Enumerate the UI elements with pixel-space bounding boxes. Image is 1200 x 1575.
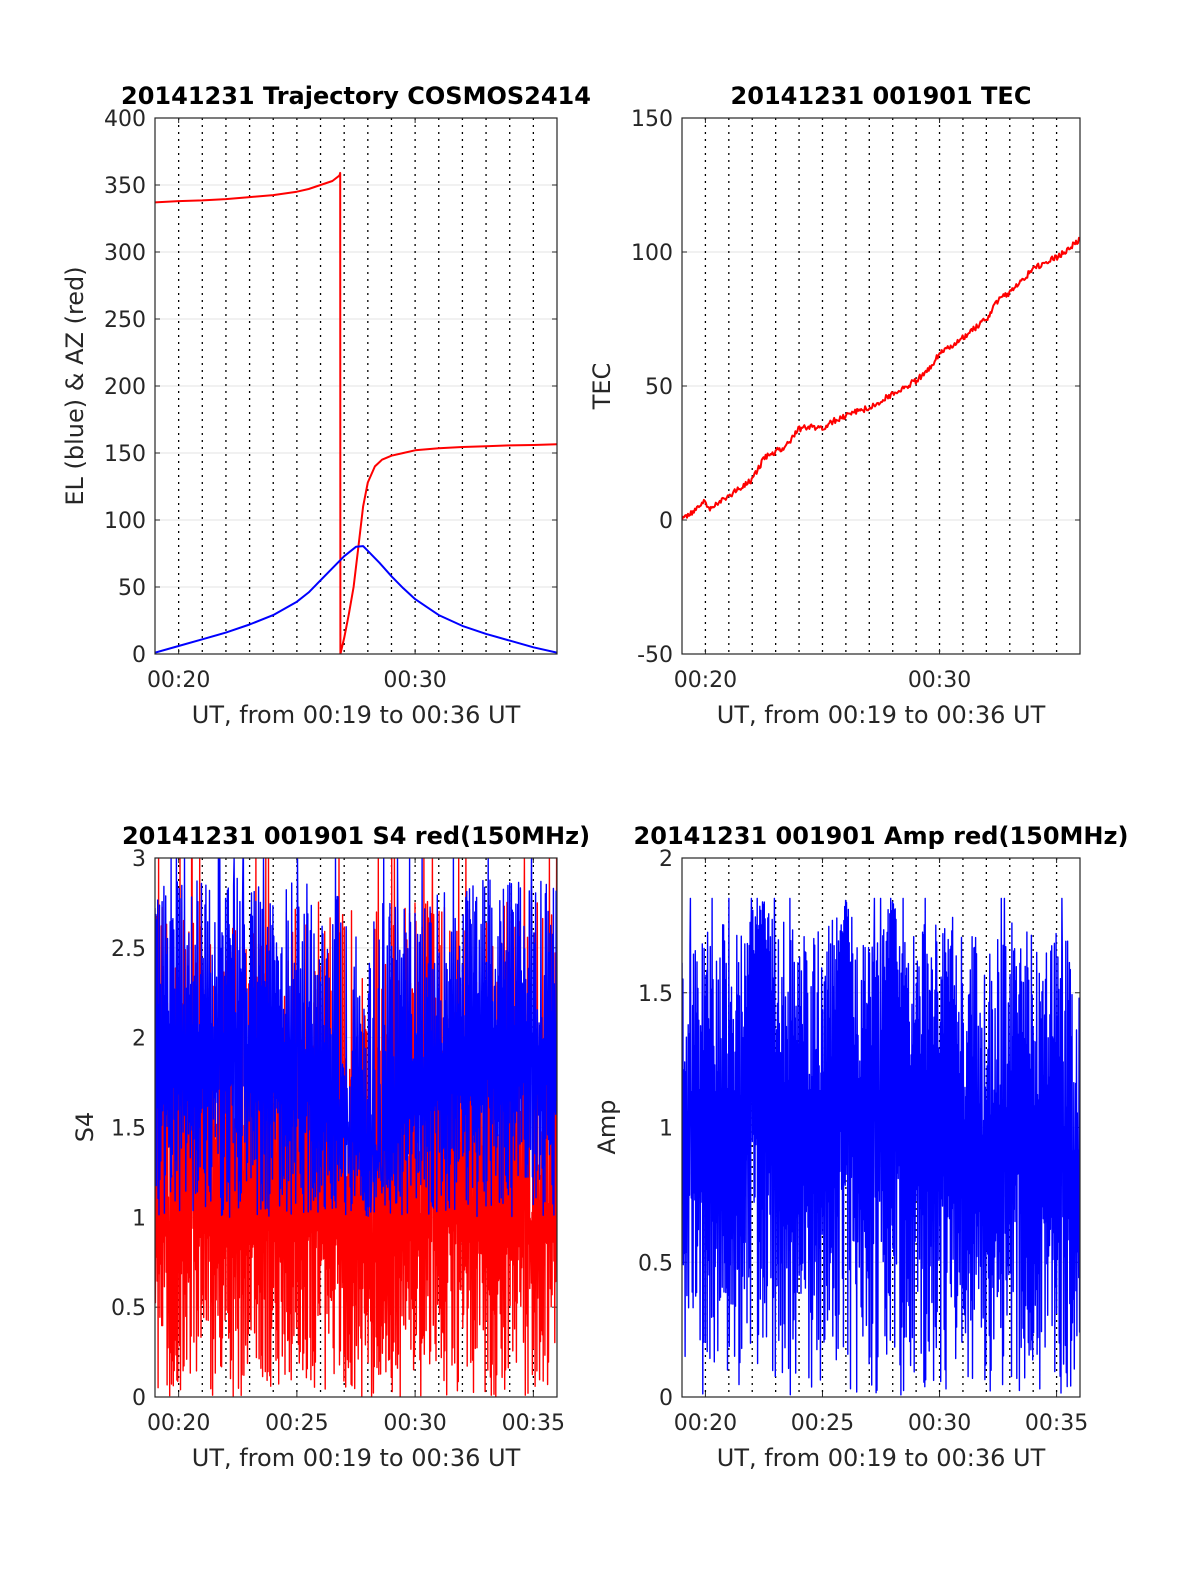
x-axis-label: UT, from 00:19 to 00:36 UT — [192, 701, 521, 729]
x-axis-label: UT, from 00:19 to 00:36 UT — [717, 1444, 1046, 1472]
chart-title: 20141231 001901 S4 red(150MHz) — [122, 822, 590, 850]
series-line-1 — [682, 897, 1080, 1396]
plot-frame — [681, 857, 1081, 1398]
x-tick-label: 00:20 — [674, 1411, 737, 1436]
y-axis-label: EL (blue) & AZ (red) — [61, 266, 89, 505]
chart-panel-4: 0 0.5 1 1.5 2 00:20 00:25 00:30 00:35 20141231 00… — [593, 822, 1128, 1472]
y-tick-label: 0.5 — [111, 1296, 146, 1321]
x-tick-label: 00:20 — [147, 1411, 210, 1436]
chart-title: 20141231 001901 TEC — [731, 82, 1032, 110]
y-tick-label: 0 — [132, 1386, 146, 1411]
x-axis-label: UT, from 00:19 to 00:36 UT — [192, 1444, 521, 1472]
y-tick-label: 150 — [631, 107, 673, 132]
chart-panel-2: -50 0 50 100 150 00:20 00:30 20141231 001901 TE… — [588, 82, 1081, 729]
y-tick-label: 1 — [132, 1206, 146, 1231]
y-tick-label: 2.5 — [111, 937, 146, 962]
y-axis-label: TEC — [588, 363, 616, 411]
y-tick-label: 1 — [659, 1117, 673, 1142]
y-tick-label: 1.5 — [111, 1117, 146, 1142]
x-tick-label: 00:20 — [674, 668, 737, 693]
y-tick-label: 2 — [659, 847, 673, 872]
x-tick-label: 00:30 — [383, 1411, 446, 1436]
x-axis: 00:20 00:30 — [674, 118, 1058, 693]
y-tick-label: 400 — [104, 107, 146, 132]
x-tick-label: 00:35 — [1025, 1411, 1088, 1436]
y-tick-label: 50 — [645, 375, 673, 400]
x-tick-label: 00:30 — [908, 668, 971, 693]
y-axis-label: Amp — [593, 1099, 621, 1154]
x-tick-label: 00:30 — [383, 668, 446, 693]
series-line-2 — [155, 858, 557, 1218]
y-tick-label: 0 — [132, 643, 146, 668]
chart-panel-1: 0 50 100 150 200 250 300 350 400 00:20 00:30 201412… — [61, 82, 591, 729]
y-tick-label: 350 — [104, 174, 146, 199]
y-axis-label: S4 — [71, 1112, 99, 1143]
plot-frame — [681, 117, 1081, 655]
series-group — [155, 171, 557, 654]
y-tick-label: 100 — [631, 241, 673, 266]
series-group — [682, 897, 1080, 1396]
y-tick-label: 200 — [104, 375, 146, 400]
x-tick-label: 00:20 — [147, 668, 210, 693]
y-tick-label: 0 — [659, 509, 673, 534]
chart-panel-3: 0 0.5 1 1.5 2 2.5 3 00:20 00:25 00:30 00:35 2014123… — [71, 822, 590, 1472]
series-line-1 — [682, 236, 1080, 521]
series-line-1 — [155, 171, 557, 654]
y-tick-label: 3 — [132, 847, 146, 872]
x-tick-label: 00:30 — [908, 1411, 971, 1436]
y-tick-label: 100 — [104, 509, 146, 534]
chart-title: 20141231 001901 Amp red(150MHz) — [634, 822, 1129, 850]
plot-frame — [154, 117, 558, 655]
chart-title: 20141231 Trajectory COSMOS2414 — [121, 82, 591, 110]
plot-frame — [154, 857, 558, 1398]
series-group — [155, 858, 557, 1397]
series-line-2 — [155, 545, 557, 654]
y-tick-label: 50 — [118, 576, 146, 601]
y-tick-label: 0 — [659, 1386, 673, 1411]
y-tick-label: 250 — [104, 308, 146, 333]
x-tick-label: 00:25 — [265, 1411, 328, 1436]
y-tick-label: 1.5 — [638, 982, 673, 1007]
y-tick-label: 0.5 — [638, 1251, 673, 1276]
y-tick-label: -50 — [637, 643, 673, 668]
x-axis: 00:20 00:30 — [147, 118, 535, 693]
x-tick-label: 00:35 — [502, 1411, 565, 1436]
series-group — [682, 236, 1080, 521]
y-tick-label: 150 — [104, 442, 146, 467]
x-axis-label: UT, from 00:19 to 00:36 UT — [717, 701, 1046, 729]
y-tick-label: 2 — [132, 1027, 146, 1052]
x-tick-label: 00:25 — [791, 1411, 854, 1436]
y-tick-label: 300 — [104, 241, 146, 266]
